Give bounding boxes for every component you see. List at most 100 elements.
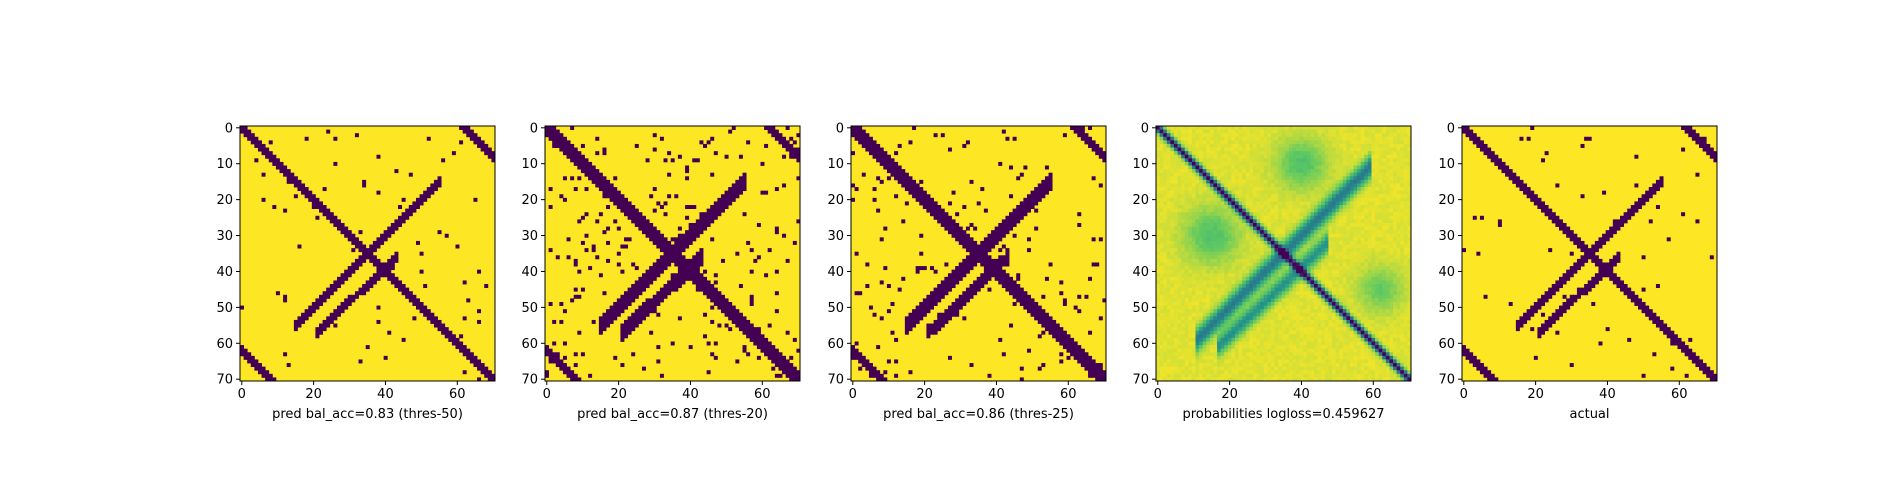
heatmap-cell (1181, 169, 1186, 174)
heatmap-cell (1260, 179, 1265, 184)
heatmap-cell (1188, 136, 1193, 141)
heatmap-cell (919, 201, 924, 206)
heatmap-cell (1030, 309, 1035, 314)
heatmap-cell (796, 158, 801, 163)
heatmap-cell (677, 237, 682, 242)
heatmap-cell (951, 269, 956, 274)
heatmap-cell (1227, 172, 1232, 177)
heatmap-cell (980, 280, 985, 285)
heatmap-cell (1314, 197, 1319, 202)
heatmap-cell (1238, 169, 1243, 174)
heatmap-cell (919, 312, 924, 317)
heatmap-cell (1299, 179, 1304, 184)
heatmap-cell (459, 126, 464, 130)
heatmap-cell (1166, 205, 1171, 210)
heatmap-cell (922, 205, 927, 210)
heatmap-cell (1303, 230, 1308, 235)
heatmap-cell (771, 129, 776, 134)
heatmap-cell (1256, 215, 1261, 220)
heatmap-cell (1213, 255, 1218, 260)
heatmap-cell (742, 319, 747, 324)
heatmap-cell (641, 273, 646, 278)
heatmap-cell (1012, 212, 1017, 217)
heatmap-cell (552, 341, 557, 346)
heatmap-cell (1048, 323, 1053, 328)
heatmap-cell (1170, 187, 1175, 192)
heatmap-cell (1224, 172, 1229, 177)
heatmap-cell (1339, 179, 1344, 184)
heatmap-cell (908, 176, 913, 181)
heatmap-cell (1242, 176, 1247, 181)
heatmap-cell (649, 226, 654, 231)
heatmap-cell (634, 219, 639, 224)
heatmap-cell (1324, 165, 1329, 170)
heatmap-cell (1331, 244, 1336, 249)
heatmap-cell (1292, 151, 1297, 156)
heatmap-cell (624, 291, 629, 296)
heatmap-cell (695, 219, 700, 224)
heatmap-cell (1059, 330, 1064, 335)
heatmap-cell (659, 269, 664, 274)
heatmap-cell (1220, 194, 1225, 199)
heatmap-cell (706, 208, 711, 213)
heatmap-cell (1321, 183, 1326, 188)
heatmap-cell (1385, 222, 1390, 227)
heatmap-cell (1209, 183, 1214, 188)
heatmap-cell (1364, 226, 1369, 231)
heatmap-cell (926, 197, 931, 202)
heatmap-cell (1357, 165, 1362, 170)
heatmap-cell (947, 276, 952, 281)
heatmap-cell (1267, 158, 1272, 163)
heatmap-cell (584, 158, 589, 163)
heatmap-cell (1331, 126, 1336, 130)
heatmap-cell (1400, 187, 1405, 192)
heatmap-cell (713, 205, 718, 210)
heatmap-cell (1030, 205, 1035, 210)
heatmap-cell (908, 323, 913, 328)
heatmap-cell (308, 194, 313, 199)
heatmap-cell (1371, 176, 1376, 181)
heatmap-cell (423, 309, 428, 314)
heatmap-cell (315, 201, 320, 206)
heatmap-cell (602, 179, 607, 184)
heatmap-cell (930, 197, 935, 202)
heatmap-cell (1317, 233, 1322, 238)
heatmap-cell (268, 154, 273, 159)
heatmap-cell (1306, 176, 1311, 181)
heatmap-cell (912, 194, 917, 199)
heatmap-cell (912, 309, 917, 314)
heatmap-cell (994, 266, 999, 271)
heatmap-cell (1331, 212, 1336, 217)
heatmap-cell (372, 276, 377, 281)
heatmap-cell (894, 165, 899, 170)
heatmap-cell (785, 363, 790, 368)
heatmap-cell (1339, 158, 1344, 163)
heatmap-cell (552, 352, 557, 357)
heatmap-cell (983, 273, 988, 278)
heatmap-cell (1235, 126, 1240, 130)
heatmap-cell (1367, 154, 1372, 159)
heatmap-cell (555, 133, 560, 138)
heatmap-cell (1059, 291, 1064, 296)
heatmap-cell (1299, 176, 1304, 181)
heatmap-cell (480, 363, 485, 368)
heatmap-cell (1001, 273, 1006, 278)
heatmap-cell (1206, 136, 1211, 141)
heatmap-cell (728, 305, 733, 310)
heatmap-cell (933, 291, 938, 296)
heatmap-cell (1191, 172, 1196, 177)
heatmap-cell (634, 284, 639, 289)
heatmap-cell (491, 373, 496, 378)
heatmap-cell (595, 169, 600, 174)
heatmap-cell (641, 287, 646, 292)
heatmap-cell (667, 258, 672, 263)
heatmap-cell (894, 172, 899, 177)
heatmap-cell (1296, 194, 1301, 199)
heatmap-cell (1156, 179, 1160, 184)
heatmap-cell (634, 280, 639, 285)
heatmap-cell (973, 240, 978, 245)
heatmap-cell (1256, 133, 1261, 138)
heatmap-cell (383, 355, 388, 360)
heatmap-cell (1206, 158, 1211, 163)
